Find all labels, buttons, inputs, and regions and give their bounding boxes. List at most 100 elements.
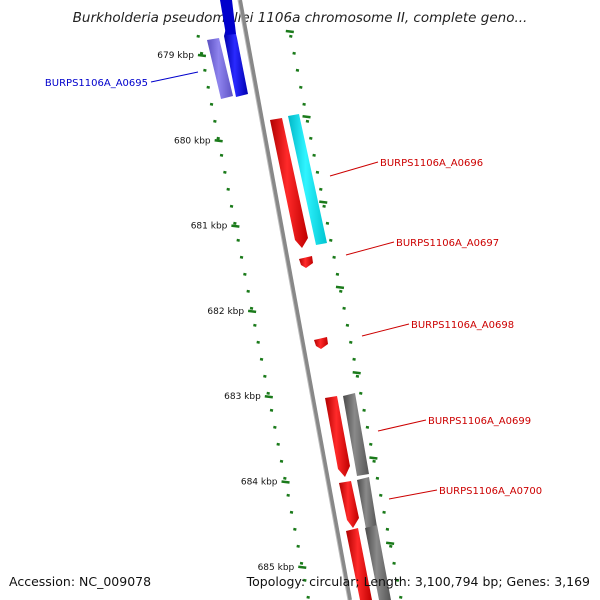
cds-burps1106a-a0699 [325, 396, 350, 477]
gene-leader-line [329, 161, 379, 177]
minor-tick-right [332, 255, 336, 259]
tick-label: 683 kbp [224, 392, 261, 402]
minor-tick-left [236, 238, 240, 242]
minor-tick-left [289, 510, 294, 514]
scale-ticks: 679 kbp 680 kbp 681 kbp 682 kbp 683 kbp 684 k… [157, 29, 403, 599]
minor-tick-left [209, 102, 214, 106]
minor-tick-right [292, 51, 296, 55]
minor-tick-left [216, 136, 220, 140]
major-tick-right [369, 456, 378, 460]
minor-tick-right [362, 408, 366, 412]
gene-label-burps1106a-a0700[interactable]: BURPS1106A_A0700 [439, 486, 542, 497]
minor-tick-left [293, 527, 297, 531]
minor-tick-left [226, 187, 230, 191]
major-tick [231, 224, 240, 228]
blast-hit-purple [207, 38, 233, 99]
minor-tick-right [382, 510, 386, 514]
minor-tick-left [203, 68, 207, 72]
minor-tick-right [372, 459, 376, 463]
minor-tick-left [206, 85, 210, 89]
minor-tick-right [352, 357, 356, 361]
tick-label: 684 kbp [241, 478, 278, 488]
minor-tick-right [395, 578, 400, 582]
minor-tick-right [322, 204, 326, 208]
minor-tick-right [369, 442, 373, 446]
blast-hit-gray-1 [343, 393, 369, 476]
minor-tick-right [385, 527, 390, 531]
major-tick-right [352, 370, 361, 375]
cds-burps1106a-a0695 [224, 28, 248, 97]
minor-tick-left [249, 306, 254, 310]
minor-tick-left [303, 578, 307, 582]
minor-tick-left [273, 425, 277, 429]
minor-tick-left [286, 493, 290, 497]
minor-tick-right [339, 289, 343, 293]
cds-bottom-red [346, 528, 372, 600]
minor-tick-left [213, 119, 217, 123]
minor-tick-left [269, 408, 274, 412]
gene-label-burps1106a-a0698[interactable]: BURPS1106A_A0698 [411, 320, 514, 331]
minor-tick-right [312, 153, 316, 157]
major-tick-right [285, 29, 294, 34]
minor-tick-right [315, 170, 320, 174]
accession-text: Accession: NC_009078 [9, 574, 152, 589]
minor-tick-left [296, 544, 300, 548]
minor-tick-left [263, 374, 267, 378]
minor-tick-right [375, 476, 380, 480]
minor-tick-left [223, 170, 227, 174]
major-tick [264, 394, 273, 399]
minor-tick-left [279, 459, 284, 463]
major-tick [197, 53, 207, 58]
minor-tick-left [276, 442, 280, 446]
cds-burps1106a-a0700 [339, 481, 359, 528]
major-tick [281, 480, 290, 484]
cds-burps1106a-a0697 [299, 256, 313, 268]
minor-tick-left [229, 204, 234, 208]
gene-label-burps1106a-a0697[interactable]: BURPS1106A_A0697 [396, 238, 499, 249]
minor-tick-right [299, 85, 303, 89]
minor-tick-right [398, 595, 403, 599]
tick-label: 685 kbp [258, 563, 295, 573]
minor-tick-left [239, 255, 244, 259]
feature-tracks [207, 0, 391, 600]
major-tick [298, 565, 307, 570]
gene-leader-line [388, 489, 438, 500]
blast-hit-gray-2 [357, 477, 377, 529]
minor-tick-right [342, 306, 346, 310]
major-tick-right [385, 541, 395, 546]
gene-label-burps1106a-a0699[interactable]: BURPS1106A_A0699 [428, 416, 531, 427]
minor-tick-right [392, 561, 396, 565]
minor-tick-right [345, 323, 350, 327]
minor-tick-right [355, 374, 360, 378]
minor-tick-right [302, 102, 306, 106]
tick-label: 681 kbp [191, 222, 228, 232]
minor-tick-right [319, 187, 323, 191]
gene-leader-line [361, 323, 410, 337]
blast-hit-gray-3 [365, 525, 391, 600]
gene-label-burps1106a-a0696[interactable]: BURPS1106A_A0696 [380, 158, 483, 169]
minor-tick-left [253, 323, 257, 327]
minor-tick-right [329, 238, 333, 242]
minor-tick-right [289, 34, 293, 38]
minor-tick-left [306, 595, 310, 599]
minor-tick-right [295, 68, 300, 72]
gene-labels: BURPS1106A_A0695 BURPS1106A_A0696 BURPS110… [45, 71, 542, 500]
minor-tick-right [359, 391, 363, 395]
cds-burps1106a-a0696 [270, 118, 308, 248]
minor-tick-left [199, 51, 204, 55]
minor-tick-left [243, 272, 247, 276]
backbone-line [238, 0, 352, 600]
gene-label-burps1106a-a0695[interactable]: BURPS1106A_A0695 [45, 78, 148, 89]
minor-tick-left [256, 340, 260, 344]
major-tick [247, 309, 257, 314]
minor-tick-left [196, 34, 200, 38]
major-tick-right [335, 285, 345, 290]
minor-tick-right [349, 340, 353, 344]
major-tick [214, 139, 223, 143]
gene-leader-line [345, 241, 395, 256]
minor-tick-left [246, 289, 250, 293]
major-tick-right [302, 115, 311, 119]
tick-label: 679 kbp [157, 51, 194, 61]
minor-tick-left [299, 561, 304, 565]
